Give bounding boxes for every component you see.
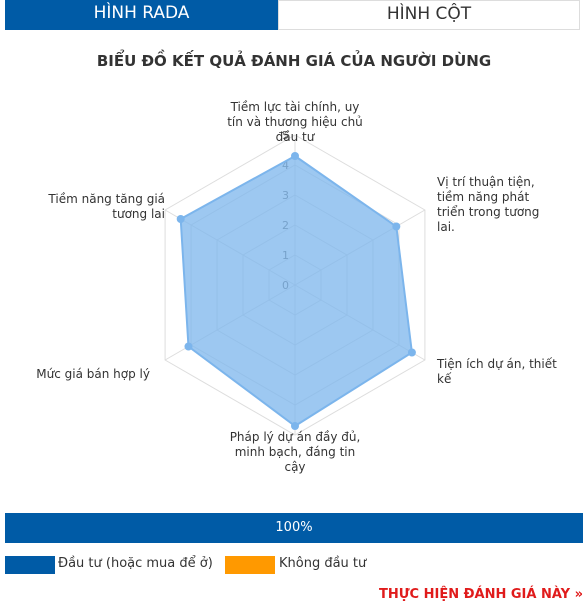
- chart: 012345: [164, 129, 426, 436]
- y-tick-label: 5: [282, 129, 289, 142]
- legend-swatch: [5, 556, 55, 574]
- tab[interactable]: HÌNH CỘT: [278, 0, 580, 30]
- progress-label: 100%: [275, 520, 313, 535]
- axis-label: Vị trí thuận tiện, tiềm năng phát triển …: [437, 175, 540, 234]
- axis-label: Tiềm năng tăng giá tương lai: [48, 192, 165, 221]
- axis-label: Tiềm lực tài chính, uy tín và thương hiệ…: [227, 100, 363, 144]
- link[interactable]: THỰC HIỆN ĐÁNH GIÁ NÀY »: [378, 587, 583, 602]
- point: [291, 152, 299, 160]
- progress-bar: 100%: [5, 513, 583, 543]
- axis-label: Pháp lý dự án đầy đủ, minh bạch, đáng ti…: [229, 430, 361, 474]
- area: [179, 154, 413, 428]
- tab[interactable]: HÌNH RADA: [5, 0, 278, 30]
- axis-label: Mức giá bán hợp lý: [36, 367, 150, 381]
- legend-label: Đầu tư (hoặc mua để ở): [58, 556, 213, 571]
- axis-label: Tiện ích dự án, thiết kế: [437, 357, 557, 386]
- point: [392, 222, 401, 231]
- point: [176, 215, 185, 223]
- legend-swatch: [225, 556, 275, 574]
- chart-title: BIỂU ĐỒ KẾT QUẢ ĐÁNH GIÁ CỦA NGƯỜI DÙNG: [96, 52, 492, 70]
- progress-fill: [5, 513, 583, 543]
- point: [184, 342, 193, 351]
- legend-label: Không đầu tư: [279, 556, 367, 571]
- point: [291, 422, 299, 430]
- point: [407, 348, 416, 357]
